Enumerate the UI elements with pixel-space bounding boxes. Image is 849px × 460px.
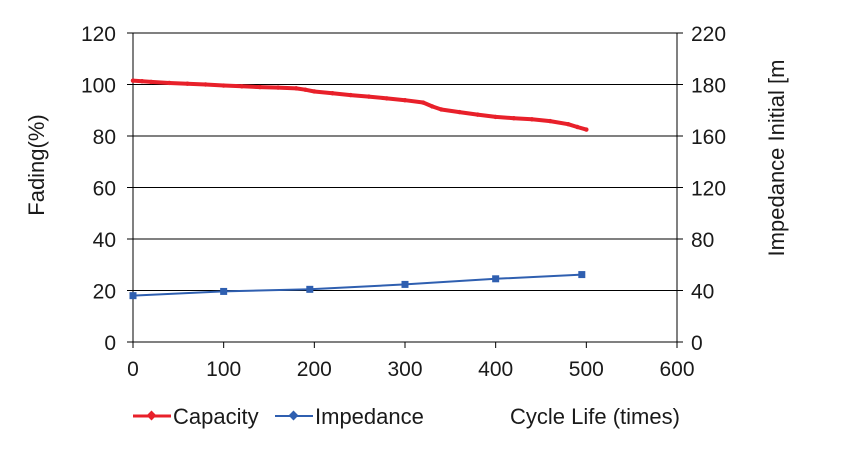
x-tick-label-500: 500 bbox=[569, 358, 604, 381]
point-capacity-20 bbox=[148, 79, 154, 85]
series-line-capacity bbox=[131, 78, 589, 132]
point-capacity-500 bbox=[584, 127, 589, 132]
x-tick-label-0: 0 bbox=[127, 358, 139, 381]
x-tick-label-400: 400 bbox=[478, 358, 513, 381]
y-tick-label-80: 80 bbox=[93, 126, 116, 149]
series-line-impedance bbox=[132, 273, 583, 297]
series-layer bbox=[129, 78, 589, 300]
axes-layer bbox=[127, 32, 683, 348]
point-impedance-300 bbox=[401, 280, 409, 288]
point-capacity-160 bbox=[275, 85, 281, 90]
point-impedance-400 bbox=[492, 275, 500, 283]
y2-tick-label-80: 80 bbox=[691, 229, 714, 252]
point-capacity-200 bbox=[312, 89, 317, 94]
series-capacity bbox=[130, 78, 589, 132]
point-capacity-330 bbox=[430, 104, 435, 109]
point-capacity-100 bbox=[221, 83, 226, 88]
y2-tick-label-120: 120 bbox=[691, 178, 726, 201]
point-capacity-440 bbox=[529, 117, 535, 122]
y2-tick-label-0: 0 bbox=[691, 332, 703, 355]
point-impedance-195 bbox=[306, 285, 314, 293]
y2-tick-label-180: 180 bbox=[691, 75, 726, 98]
point-capacity-460 bbox=[547, 118, 553, 124]
x-tick-label-100: 100 bbox=[206, 358, 241, 381]
series-impedance bbox=[129, 271, 586, 300]
point-impedance-100 bbox=[220, 287, 228, 295]
legend: Capacity Impedance bbox=[133, 404, 424, 429]
point-capacity-60 bbox=[185, 81, 190, 86]
point-capacity-320 bbox=[420, 100, 426, 105]
point-capacity-120 bbox=[239, 84, 244, 89]
point-capacity-0 bbox=[130, 78, 136, 83]
y-tick-label-0: 0 bbox=[104, 332, 116, 355]
y2-axis-title: Impedance Initial [m bbox=[764, 60, 789, 257]
x-tick-label-300: 300 bbox=[387, 358, 422, 381]
point-capacity-280 bbox=[384, 96, 390, 101]
point-capacity-10 bbox=[139, 78, 145, 84]
point-capacity-180 bbox=[294, 86, 299, 91]
point-capacity-40 bbox=[167, 80, 172, 86]
point-capacity-220 bbox=[330, 91, 335, 96]
point-capacity-420 bbox=[511, 116, 516, 121]
point-capacity-400 bbox=[493, 114, 498, 120]
point-capacity-490 bbox=[575, 124, 580, 130]
y-tick-label-40: 40 bbox=[93, 229, 116, 252]
y-axis-title: Fading(%) bbox=[24, 114, 49, 215]
y-tick-label-120: 120 bbox=[81, 23, 116, 46]
point-impedance-495 bbox=[578, 271, 586, 279]
point-capacity-300 bbox=[402, 98, 408, 103]
x-tick-label-200: 200 bbox=[297, 358, 332, 381]
grid-layer bbox=[133, 84, 677, 291]
point-capacity-80 bbox=[203, 82, 208, 87]
point-capacity-360 bbox=[457, 109, 462, 115]
point-capacity-140 bbox=[257, 84, 263, 90]
point-capacity-190 bbox=[303, 87, 308, 92]
legend-impedance-marker bbox=[288, 410, 299, 421]
y-tick-label-20: 20 bbox=[93, 281, 116, 304]
legend-impedance-label: Impedance bbox=[315, 404, 424, 429]
y-tick-label-100: 100 bbox=[81, 75, 116, 98]
point-capacity-480 bbox=[566, 121, 571, 127]
point-capacity-240 bbox=[348, 92, 353, 98]
point-capacity-380 bbox=[475, 112, 480, 117]
legend-capacity-marker bbox=[146, 410, 157, 421]
y-tick-label-60: 60 bbox=[93, 178, 116, 201]
legend-capacity-label: Capacity bbox=[173, 404, 259, 429]
labels-layer: 0 100 200 300 400 500 600 0 20 40 60 80 100 120 0 40 80 1… bbox=[81, 23, 726, 381]
point-impedance-0 bbox=[129, 292, 137, 300]
x-tick-label-600: 600 bbox=[659, 358, 694, 381]
point-capacity-260 bbox=[366, 94, 371, 99]
y2-tick-label-40: 40 bbox=[691, 281, 714, 304]
y2-tick-label-220: 220 bbox=[691, 23, 726, 46]
point-capacity-340 bbox=[439, 107, 444, 112]
x-axis-title: Cycle Life (times) bbox=[510, 404, 680, 429]
y2-tick-label-160: 160 bbox=[691, 126, 726, 149]
